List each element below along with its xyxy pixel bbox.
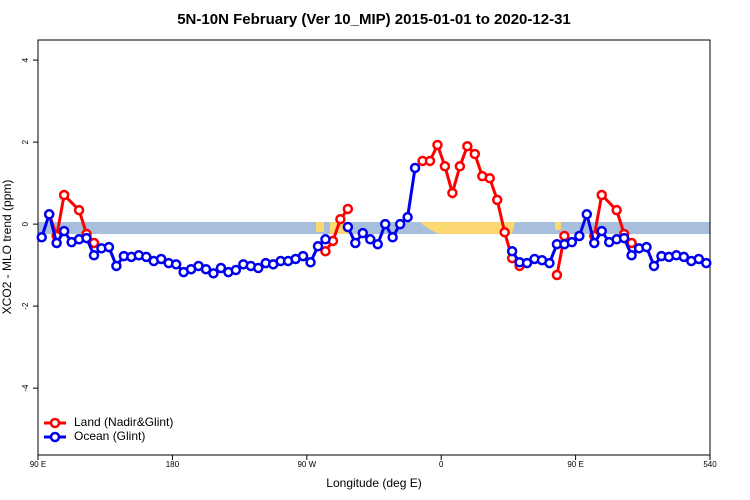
series-line	[47, 141, 633, 276]
data-point	[155, 253, 167, 265]
x-tick-label: 90 E	[30, 460, 46, 469]
data-point	[462, 140, 473, 152]
data-point	[305, 257, 316, 268]
land-band	[555, 222, 561, 230]
data-point	[596, 189, 607, 201]
data-point	[88, 250, 100, 261]
data-point	[58, 189, 70, 201]
data-point	[454, 161, 466, 172]
data-point	[402, 211, 413, 223]
legend-marker	[49, 417, 61, 429]
data-point	[432, 139, 443, 151]
coverage-band	[38, 222, 710, 234]
y-tick-label: -4	[21, 384, 30, 392]
land-band	[420, 222, 515, 234]
y-tick-label: 0	[21, 221, 30, 226]
data-point	[379, 218, 391, 230]
data-point	[491, 194, 503, 206]
data-point	[551, 269, 563, 281]
data-point	[200, 263, 212, 275]
data-point	[342, 221, 354, 233]
data-point	[506, 245, 518, 257]
data-point	[51, 237, 62, 249]
plot-frame	[37, 39, 711, 456]
data-point	[648, 260, 660, 272]
x-tick-label: 90 W	[297, 460, 316, 469]
data-point	[589, 237, 600, 249]
x-axis-label: Longitude (deg E)	[326, 476, 421, 490]
data-point	[678, 251, 690, 263]
data-point	[581, 209, 593, 220]
ocean-band	[38, 222, 710, 234]
data-point	[170, 259, 182, 270]
y-tick-label: 4	[21, 57, 30, 62]
legend-marker	[49, 431, 61, 443]
data-point	[73, 204, 85, 216]
data-point	[342, 203, 354, 215]
data-point	[701, 257, 712, 269]
data-point	[111, 260, 122, 272]
chart-title: 5N-10N February (Ver 10_MIP) 2015-01-01 …	[177, 11, 571, 28]
data-point	[141, 251, 152, 263]
y-tick-label: -2	[21, 302, 30, 310]
x-tick-label: 0	[439, 460, 444, 469]
data-point	[596, 225, 607, 237]
data-point	[103, 241, 115, 253]
data-point	[297, 250, 309, 262]
data-point	[611, 204, 622, 216]
x-tick-label: 180	[166, 460, 180, 469]
x-tick-label: 90 E	[567, 460, 583, 469]
data-point	[387, 231, 398, 243]
data-point	[58, 225, 70, 237]
data-point	[372, 238, 383, 250]
data-point	[693, 253, 705, 265]
data-point	[43, 209, 55, 220]
data-point	[424, 155, 436, 167]
y-tick-label: 2	[21, 139, 30, 144]
data-point	[230, 264, 242, 276]
data-point	[81, 232, 92, 244]
data-point	[350, 237, 361, 249]
data-point	[566, 236, 578, 248]
data-point	[394, 218, 406, 230]
data-point	[357, 227, 369, 239]
data-point	[335, 213, 346, 225]
data-point	[365, 234, 376, 245]
data-point	[521, 257, 533, 269]
data-point	[618, 232, 630, 244]
data-point	[409, 162, 421, 174]
data-point	[208, 268, 219, 279]
data-point	[36, 231, 47, 243]
data-point	[641, 241, 652, 253]
data-point	[559, 230, 570, 242]
land-band	[316, 222, 324, 232]
data-point	[215, 262, 227, 274]
data-point	[499, 227, 510, 238]
data-point	[320, 245, 331, 257]
y-axis-label: XCO2 - MLO trend (ppm)	[0, 180, 14, 315]
data-point	[626, 250, 637, 261]
data-point	[439, 161, 451, 172]
data-point	[320, 234, 331, 245]
data-point	[312, 241, 324, 252]
data-point	[253, 262, 264, 274]
data-point	[484, 172, 495, 184]
x-tick-label: 540	[703, 460, 717, 469]
legend-label: Ocean (Glint)	[74, 429, 145, 443]
data-point	[544, 257, 555, 269]
data-point	[574, 230, 585, 242]
legend-label: Land (Nadir&Glint)	[74, 415, 173, 429]
data-point	[469, 148, 481, 160]
data-point	[447, 187, 458, 199]
